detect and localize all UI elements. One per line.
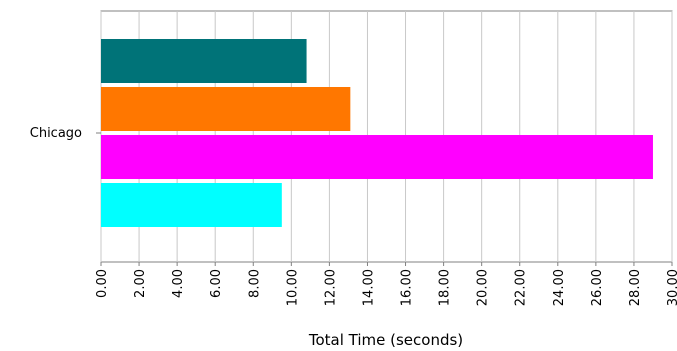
x-tick-label: 0.00 — [95, 269, 110, 298]
x-tick-label: 2.00 — [133, 269, 148, 298]
x-tick-label: 26.00 — [590, 269, 605, 306]
bar — [101, 135, 653, 179]
x-axis-ticks: 0.00 2.00 4.00 6.00 8.00 10.00 12.00 14.00 16.00… — [95, 262, 677, 306]
x-tick-label: 14.00 — [361, 269, 376, 306]
x-tick-label: 16.00 — [400, 269, 415, 306]
x-tick-label: 24.00 — [552, 269, 567, 306]
x-tick-label: 10.00 — [285, 269, 300, 306]
bar — [101, 87, 351, 131]
bar — [101, 183, 282, 227]
category-label: Chicago — [30, 126, 82, 141]
x-tick-label: 12.00 — [323, 269, 338, 306]
bars — [101, 39, 653, 227]
x-tick-label: 30.00 — [666, 269, 677, 306]
x-tick-label: 18.00 — [438, 269, 453, 306]
x-tick-label: 4.00 — [171, 269, 186, 298]
x-tick-label: 20.00 — [476, 269, 491, 306]
y-axis-categories: Chicago — [30, 126, 101, 141]
x-axis-title: Total Time (seconds) — [308, 331, 463, 349]
x-tick-label: 6.00 — [209, 269, 224, 298]
x-tick-label: 22.00 — [514, 269, 529, 306]
x-tick-label: 28.00 — [628, 269, 643, 306]
x-tick-label: 8.00 — [247, 269, 262, 298]
bar — [101, 39, 307, 83]
